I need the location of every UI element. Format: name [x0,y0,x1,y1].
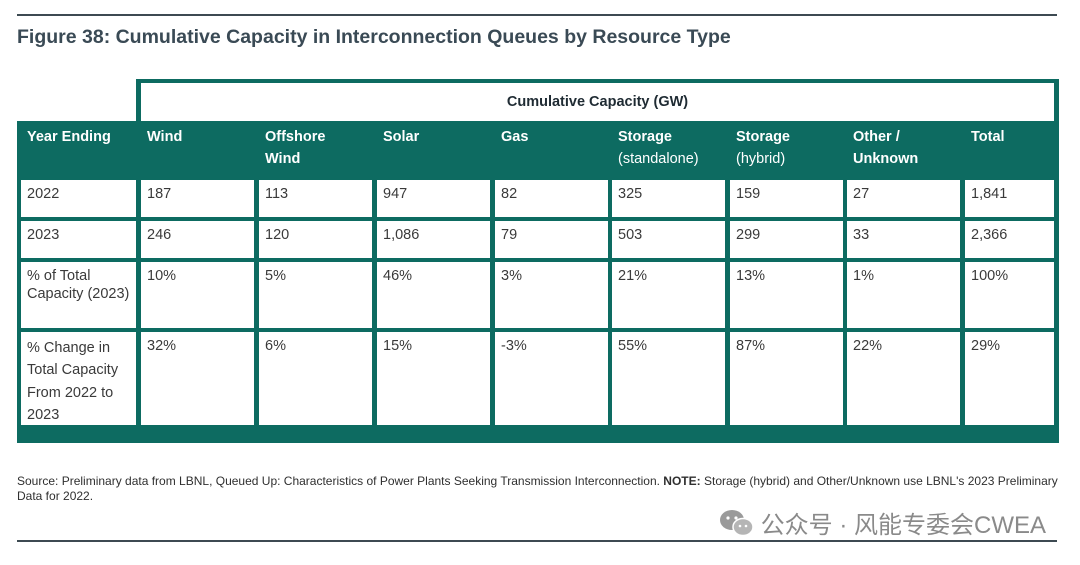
col-header-other-unknown: Other / Unknown [847,121,960,180]
top-rule [17,14,1057,16]
col-header-total: Total [965,121,1054,180]
capacity-table: Cumulative Capacity (GW) Year Ending Win… [17,79,1059,443]
bottom-rule [17,540,1057,542]
table-cell: 187 [141,180,254,217]
source-text: Source: Preliminary data from LBNL, Queu… [17,474,664,488]
col-header-wind: Wind [141,121,254,180]
table-cell: 1% [847,262,960,328]
table-cell: 947 [377,180,490,217]
col-header-label-line2: (standalone) [618,150,699,167]
row-label: % Change in Total Capacity From 2022 to … [21,332,136,425]
table-cell: 27 [847,180,960,217]
table-cell: 503 [612,221,725,258]
table-cell: 22% [847,332,960,425]
wechat-icon [719,508,755,538]
source-note: Source: Preliminary data from LBNL, Queu… [17,474,1062,504]
table-row: % of Total Capacity (2023) 10% 5% 46% 3%… [17,262,1059,332]
table-cell: 1,086 [377,221,490,258]
table-cell: 21% [612,262,725,328]
table-cell: 33 [847,221,960,258]
table-cell: 3% [495,262,608,328]
table-cell: 5% [259,262,372,328]
col-header-gas: Gas [495,121,608,180]
table-cell: 15% [377,332,490,425]
col-header-label-line2: Wind [265,150,301,167]
table-cell: 55% [612,332,725,425]
col-header-offshore-wind: Offshore Wind [259,121,372,180]
table-cell: 113 [259,180,372,217]
note-label: NOTE: [663,474,701,488]
col-header-label: Solar [383,129,420,145]
table-cell: 120 [259,221,372,258]
col-header-label: Offshore [265,129,326,145]
table-cell: 159 [730,180,843,217]
table-cell: 299 [730,221,843,258]
table-cell: 6% [259,332,372,425]
table-cell: 2,366 [965,221,1054,258]
row-label: 2023 [21,221,136,258]
table-cell: 13% [730,262,843,328]
col-header-storage-hybrid: Storage (hybrid) [730,121,843,180]
col-header-label: Other / [853,129,900,145]
figure-title: Figure 38: Cumulative Capacity in Interc… [17,26,731,48]
col-header-storage-standalone: Storage (standalone) [612,121,725,180]
table-cell: 10% [141,262,254,328]
table-cell: 246 [141,221,254,258]
watermark-text: 公众号 · 风能专委会CWEA [760,512,1046,539]
watermark: 公众号 · 风能专委会CWEA [719,505,1046,540]
table-cell: 1,841 [965,180,1054,217]
table-row: % Change in Total Capacity From 2022 to … [17,332,1059,425]
table-cell: 79 [495,221,608,258]
col-header-label: Year Ending [27,129,111,145]
table-row: 2023 246 120 1,086 79 503 299 33 2,366 [17,221,1059,262]
row-label: 2022 [21,180,136,217]
group-header: Cumulative Capacity (GW) [141,83,1054,121]
table-cell: 100% [965,262,1054,328]
col-header-label-line2: (hybrid) [736,150,786,167]
note-text: Storage (hybrid) and Other/Unknown use L… [17,474,1058,503]
table-cell: 82 [495,180,608,217]
col-header-label: Gas [501,129,529,145]
header-row: Year Ending Wind Offshore Wind Solar Gas… [17,121,1059,180]
table-row: 2022 187 113 947 82 325 159 27 1,841 [17,180,1059,221]
table-cell: -3% [495,332,608,425]
table-cell: 46% [377,262,490,328]
col-header-year: Year Ending [21,121,136,180]
col-header-solar: Solar [377,121,490,180]
table-cell: 29% [965,332,1054,425]
table-cell: 32% [141,332,254,425]
col-header-label: Storage [618,129,672,145]
col-header-label: Storage [736,129,790,145]
col-header-label: Wind [147,129,183,145]
table-grid: Year Ending Wind Offshore Wind Solar Gas… [17,121,1059,443]
table-cell: 325 [612,180,725,217]
col-header-label-line2: Unknown [853,150,919,167]
row-label: % of Total Capacity (2023) [21,262,136,328]
table-cell: 87% [730,332,843,425]
col-header-label: Total [971,129,1005,145]
